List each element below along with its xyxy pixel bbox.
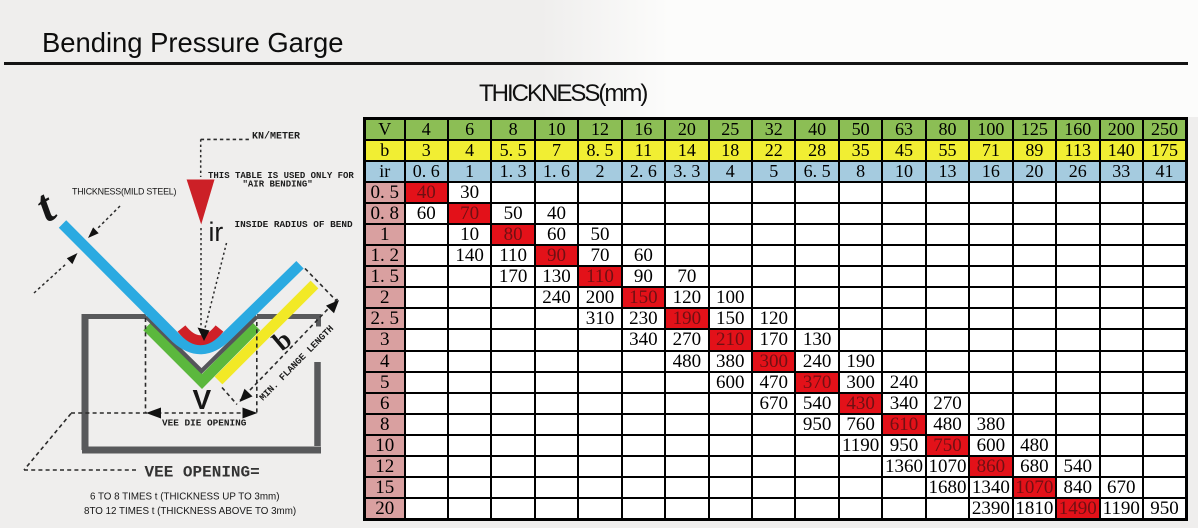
svg-text:THICKNESS(MILD STEEL): THICKNESS(MILD STEEL): [72, 187, 177, 197]
svg-text:INSIDE RADIUS OF BEND: INSIDE RADIUS OF BEND: [235, 219, 354, 230]
svg-text:b: b: [267, 324, 298, 357]
svg-text:KN/METER: KN/METER: [252, 131, 300, 143]
svg-text:t: t: [27, 180, 66, 233]
svg-text:V: V: [193, 384, 212, 415]
svg-text:6 TO 8 TIMES t (THICKNESS UP T: 6 TO 8 TIMES t (THICKNESS UP TO 3mm): [90, 492, 279, 503]
svg-text:VEE OPENING=: VEE OPENING=: [145, 464, 260, 482]
svg-text:THIS TABLE IS USED ONLY FOR: THIS TABLE IS USED ONLY FOR: [208, 171, 354, 181]
svg-text:"AIR BENDING": "AIR BENDING": [243, 180, 313, 190]
svg-text:VEE DIE OPENING: VEE DIE OPENING: [162, 418, 247, 429]
svg-text:8TO 12 TIMES t (THICKNESS ABOV: 8TO 12 TIMES t (THICKNESS ABOVE TO 3mm): [84, 506, 296, 517]
svg-text:ir: ir: [209, 217, 224, 247]
